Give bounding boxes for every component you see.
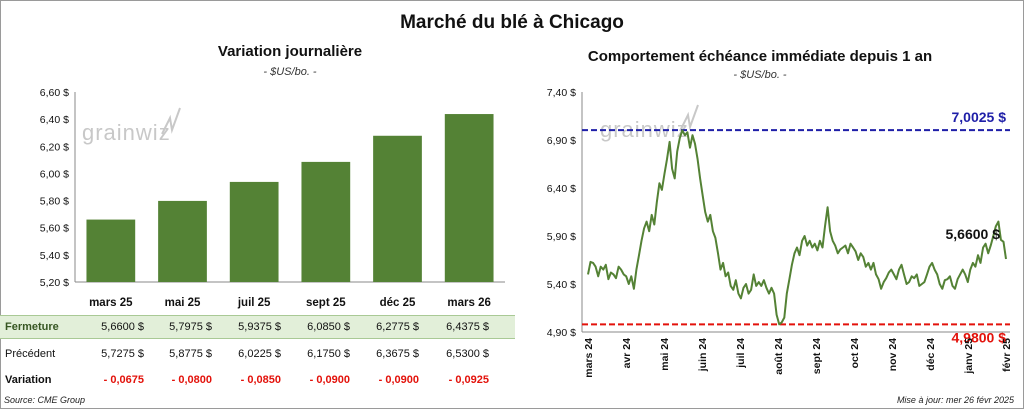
x-tick-label: févr 25 [1001, 338, 1013, 372]
y-tick-label: 6,20 $ [40, 141, 69, 153]
table-cell: 6,5300 $ [446, 348, 489, 360]
y-tick-label: 5,90 $ [547, 231, 576, 243]
table-row-close: Fermeture 5,6600 $ 5,7975 $ 5,9375 $ 6,0… [0, 315, 515, 339]
y-tick-label: 5,40 $ [40, 250, 69, 262]
bar [301, 161, 351, 282]
high-label: 7,0025 $ [952, 109, 1007, 125]
table-cell: - 0,0900 [309, 374, 350, 386]
bar-chart: 6,60 $ 6,40 $ 6,20 $ 6,00 $ 5,80 $ 5,60 $ 5,40… [40, 87, 505, 309]
y-tick-label: 6,40 $ [40, 114, 69, 126]
y-tick-label: 4,90 $ [547, 327, 576, 339]
row-label: Variation [5, 374, 52, 386]
y-tick-label: 5,40 $ [547, 279, 576, 291]
watermark-mark [161, 107, 181, 135]
right-chart-title: Comportement échéance immédiate depuis 1… [587, 48, 933, 65]
row-label: Précédent [5, 348, 56, 360]
bar [444, 114, 494, 282]
watermark-mark [679, 104, 699, 132]
x-tick-label: mars 24 [583, 338, 595, 378]
table-cell: 6,0225 $ [238, 348, 281, 360]
update-note: Mise à jour: mer 26 févr 2025 [896, 395, 1014, 405]
left-chart-subtitle: - $US/bo. - [263, 66, 317, 78]
price-line [587, 129, 1007, 326]
table-cell: 5,6600 $ [101, 321, 144, 333]
y-tick-label: 5,80 $ [40, 196, 69, 208]
bar [86, 219, 136, 282]
x-tick-label: janv 25 [963, 338, 975, 375]
table-cell: - 0,0900 [378, 374, 419, 386]
x-tick-label: juil 25 [237, 297, 271, 309]
table-cell: 5,7975 $ [169, 321, 212, 333]
x-tick-label: mars 26 [447, 297, 490, 309]
table-cell: - 0,0925 [448, 374, 489, 386]
low-label: 4,9800 $ [952, 329, 1007, 345]
last-price-label: 5,6600 $ [946, 226, 1001, 242]
x-tick-label: mai 25 [165, 297, 201, 309]
x-tick-label: avr 24 [621, 338, 633, 369]
x-tick-label: déc 24 [925, 338, 937, 371]
x-tick-label: août 24 [773, 338, 785, 375]
x-tick-label: mai 24 [659, 338, 671, 371]
bar [229, 181, 279, 282]
y-tick-label: 7,40 $ [547, 87, 576, 99]
watermark-logo: grainwiz [82, 120, 171, 145]
page-title: Marché du blé à Chicago [400, 12, 624, 33]
x-tick-label: oct 24 [849, 338, 861, 369]
bar [373, 135, 422, 282]
y-tick-label: 5,60 $ [40, 223, 69, 235]
table-cell: - 0,0800 [171, 374, 212, 386]
x-tick-label: sept 25 [306, 297, 346, 309]
table-cell: 6,4375 $ [446, 321, 489, 333]
table-cell: 6,0850 $ [307, 321, 350, 333]
left-chart-title: Variation journalière [217, 43, 363, 60]
table-cell: 5,9375 $ [238, 321, 281, 333]
x-tick-label: déc 25 [380, 297, 416, 309]
source-note: Source: CME Group [4, 395, 86, 405]
table-cell: 6,2775 $ [376, 321, 419, 333]
x-tick-label: nov 24 [887, 338, 899, 371]
x-tick-label: sept 24 [811, 338, 823, 374]
line-chart: 7,40 $6,90 $6,40 $5,90 $5,40 $4,90 $grai… [547, 87, 1013, 378]
table-row-previous: Précédent 5,7275 $ 5,8775 $ 6,0225 $ 6,1… [0, 343, 515, 365]
row-label: Fermeture [5, 321, 59, 333]
y-tick-label: 6,90 $ [547, 135, 576, 147]
x-tick-label: mars 25 [89, 297, 133, 309]
table-cell: - 0,0675 [103, 374, 144, 386]
y-tick-label: 6,40 $ [547, 183, 576, 195]
table-cell: 5,7275 $ [101, 348, 144, 360]
x-tick-label: juin 24 [697, 338, 709, 372]
y-tick-label: 6,60 $ [40, 87, 69, 99]
right-chart-subtitle: - $US/bo. - [733, 69, 787, 81]
table-row-variation: Variation - 0,0675 - 0,0800 - 0,0850 - 0… [0, 369, 515, 391]
table-cell: - 0,0850 [240, 374, 281, 386]
table-cell: 5,8775 $ [169, 348, 212, 360]
table-cell: 6,1750 $ [307, 348, 350, 360]
y-tick-label: 6,00 $ [40, 168, 69, 180]
table-cell: 6,3675 $ [376, 348, 419, 360]
y-tick-label: 5,20 $ [40, 277, 69, 289]
x-tick-label: juil 24 [735, 338, 747, 369]
bar [158, 200, 207, 282]
